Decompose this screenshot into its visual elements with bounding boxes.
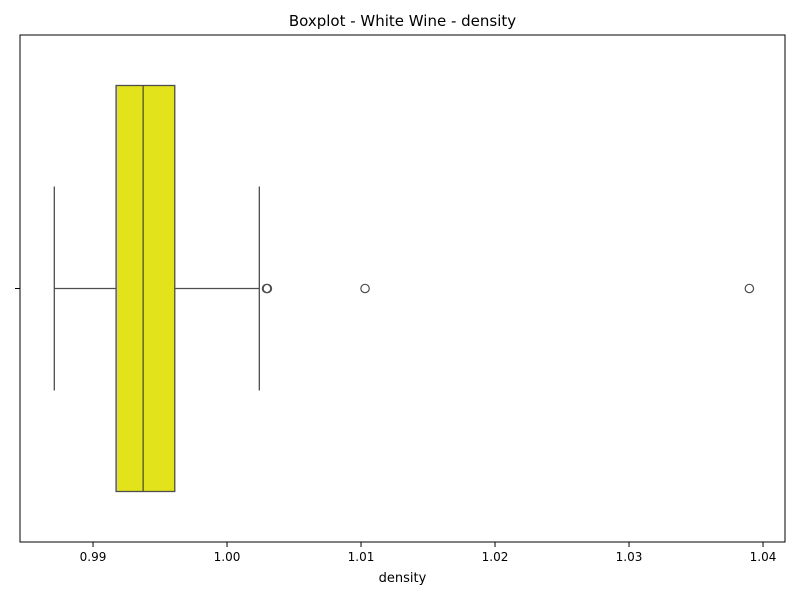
outlier-point (262, 283, 273, 294)
x-tick-label: 1.02 (482, 550, 509, 564)
x-tick-label: 0.99 (80, 550, 107, 564)
outlier-point (360, 283, 370, 294)
outlier-point (744, 283, 755, 294)
x-tick-label: 1.00 (214, 550, 241, 564)
chart-title: Boxplot - White Wine - density (289, 12, 516, 30)
x-axis-label: density (379, 571, 427, 586)
x-tick-label: 1.03 (616, 550, 643, 564)
box-iqr (115, 84, 176, 493)
x-tick-label: 1.04 (750, 550, 777, 564)
plot-area-frame (19, 34, 786, 543)
x-tick-label: 1.01 (348, 550, 375, 564)
